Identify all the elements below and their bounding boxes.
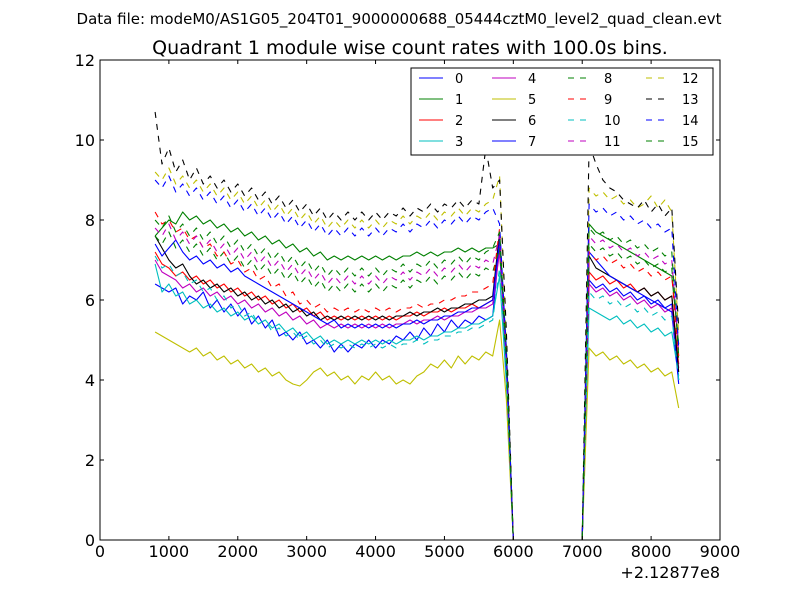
- legend-label-10: 10: [604, 114, 621, 129]
- legend-label-6: 6: [528, 114, 536, 129]
- x-tick-label: 8000: [631, 542, 672, 561]
- y-tick-label: 0: [85, 531, 95, 550]
- y-tick-label: 10: [75, 131, 95, 150]
- y-tick-label: 8: [85, 211, 95, 230]
- y-tick-label: 2: [85, 451, 95, 470]
- legend-label-12: 12: [682, 72, 699, 87]
- chart-title: Quadrant 1 module wise count rates with …: [152, 37, 668, 59]
- axes: 0 1000 2000 3000 4000 5000 6000 7000 8000 9000 0 2 4…: [75, 51, 741, 561]
- series-line-6: [154, 231, 680, 541]
- legend-label-5: 5: [528, 93, 536, 108]
- legend-label-9: 9: [604, 93, 612, 108]
- series-line-12: [154, 167, 680, 541]
- x-tick-label: 6000: [493, 542, 534, 561]
- series-line-7: [154, 239, 680, 541]
- y-tick-label: 4: [85, 371, 95, 390]
- legend-label-11: 11: [604, 135, 621, 150]
- x-tick-label: 2000: [217, 542, 258, 561]
- x-tick-label: 7000: [562, 542, 603, 561]
- x-tick-label: 0: [95, 542, 105, 561]
- legend-label-0: 0: [455, 72, 463, 87]
- series-line-13: [154, 111, 680, 541]
- series-line-11: [154, 223, 680, 541]
- x-tick-label: 9000: [700, 542, 741, 561]
- chart-subtitle: Data file: modeM0/AS1G05_204T01_90000006…: [77, 10, 722, 29]
- legend-label-8: 8: [604, 72, 612, 87]
- series-line-15: [154, 215, 680, 541]
- x-tick-label: 4000: [355, 542, 396, 561]
- x-tick-label: 1000: [149, 542, 190, 561]
- x-tick-label: 3000: [286, 542, 327, 561]
- x-tick-label: 5000: [424, 542, 465, 561]
- series-line-3: [154, 263, 680, 541]
- x-offset-label: +2.12877e8: [620, 563, 720, 582]
- legend-label-2: 2: [455, 114, 463, 129]
- series-line-10: [154, 255, 680, 541]
- series-line-1: [154, 211, 680, 541]
- legend-label-1: 1: [455, 93, 463, 108]
- legend-label-14: 14: [682, 114, 699, 129]
- y-tick-label: 12: [75, 51, 95, 70]
- legend-label-3: 3: [455, 135, 463, 150]
- legend-label-13: 13: [682, 93, 699, 108]
- series-line-8: [154, 231, 680, 541]
- y-tick-label: 6: [85, 291, 95, 310]
- series-line-5: [154, 319, 680, 541]
- legend-label-7: 7: [528, 135, 536, 150]
- series-line-4: [154, 251, 680, 541]
- series-line-14: [154, 175, 680, 541]
- legend-label-4: 4: [528, 72, 536, 87]
- legend-label-15: 15: [682, 135, 699, 150]
